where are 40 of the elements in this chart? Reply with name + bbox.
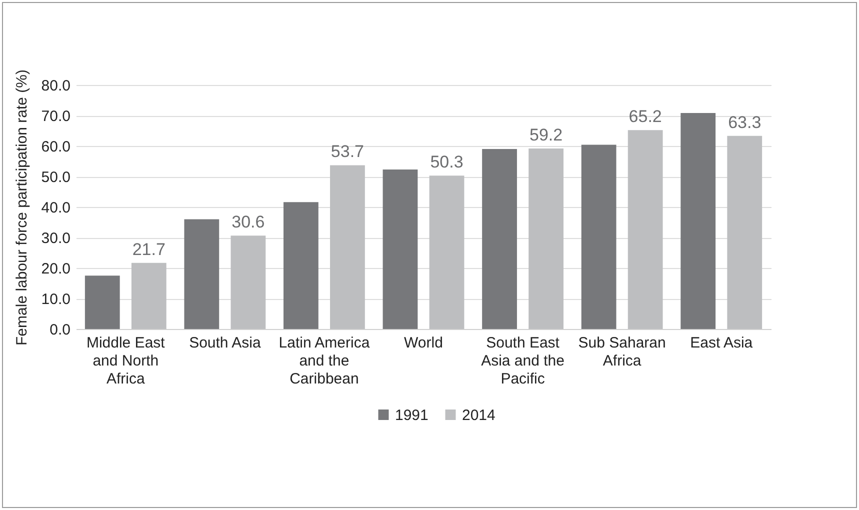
bar bbox=[131, 262, 166, 329]
bar bbox=[184, 219, 220, 329]
data-label: 65.2 bbox=[628, 107, 662, 126]
legend-label: 2014 bbox=[462, 406, 496, 424]
bar bbox=[628, 130, 663, 329]
y-tick-label: 60.0 bbox=[41, 138, 70, 156]
y-tick-label: 30.0 bbox=[41, 230, 70, 247]
y-tick-label: 50.0 bbox=[41, 169, 70, 186]
bar bbox=[382, 169, 418, 329]
data-label: 21.7 bbox=[132, 240, 166, 259]
x-tick-label: East Asia bbox=[690, 334, 754, 352]
bar bbox=[727, 136, 762, 329]
y-tick-label: 20.0 bbox=[41, 260, 70, 278]
y-tick-label: 80.0 bbox=[41, 78, 70, 94]
bar bbox=[581, 144, 616, 329]
bar bbox=[230, 236, 266, 329]
bar bbox=[330, 165, 365, 329]
y-tick-label: 10.0 bbox=[41, 291, 70, 308]
x-tick-label: World bbox=[404, 334, 443, 352]
data-label: 63.3 bbox=[728, 112, 762, 132]
x-tick-label: Sub Saharan Africa bbox=[578, 334, 666, 370]
data-label: 53.7 bbox=[330, 142, 364, 162]
y-tick-label: 0.0 bbox=[50, 322, 70, 338]
legend-label: 1991 bbox=[395, 406, 428, 424]
bar bbox=[482, 149, 517, 329]
y-tick-label: 70.0 bbox=[41, 108, 70, 125]
bar bbox=[284, 202, 318, 329]
y-tick-label: 40.0 bbox=[41, 200, 70, 216]
data-label: 30.6 bbox=[232, 212, 265, 232]
x-tick-label: Latin America and the Caribbean bbox=[278, 334, 370, 388]
bar bbox=[429, 176, 464, 329]
bar bbox=[84, 276, 120, 329]
x-tick-label: South Asia bbox=[189, 334, 262, 352]
data-label: 50.3 bbox=[430, 152, 464, 172]
bar bbox=[528, 148, 564, 329]
data-label: 59.2 bbox=[530, 125, 563, 144]
bar bbox=[680, 113, 716, 329]
x-tick-label: South East Asia and the Pacific bbox=[481, 334, 564, 388]
y-axis-title: Female labour force participation rate (%) bbox=[13, 70, 30, 346]
x-tick-label: Middle East and North Africa bbox=[86, 334, 166, 388]
